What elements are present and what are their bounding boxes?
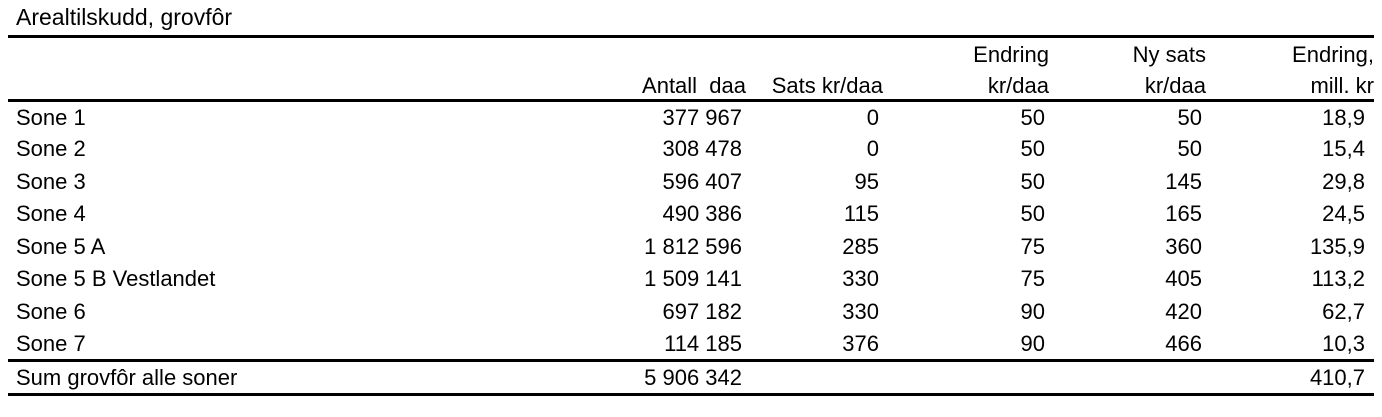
header-nysats-line1: Ny sats (1132, 42, 1206, 67)
cell-endring-mill: 62,7 (1322, 298, 1365, 324)
cell-antall-daa: 697 182 (662, 298, 742, 324)
cell-endring-mill: 135,9 (1309, 233, 1365, 259)
header-row-line1: Endring Ny sats Endring, (8, 37, 1374, 69)
cell-nysats: 466 (1165, 330, 1202, 356)
cell-zone-label: Sone 1 (16, 104, 86, 130)
header-mill-line1: Endring, (1292, 42, 1374, 67)
cell-sats: 376 (842, 330, 879, 356)
header-label-spacer (8, 37, 558, 69)
header-label-spacer (8, 68, 558, 102)
cell-endring: 50 (1020, 168, 1045, 194)
sum-nysats (1049, 359, 1206, 396)
cell-antall-daa: 1 509 141 (644, 266, 742, 292)
cell-endring: 90 (1020, 298, 1045, 324)
cell-antall-daa: 308 478 (662, 136, 742, 162)
cell-nysats: 145 (1165, 168, 1202, 194)
cell-nysats: 50 (1177, 136, 1202, 162)
cell-nysats: 50 (1177, 104, 1202, 130)
cell-sats: 0 (866, 104, 879, 130)
cell-endring: 50 (1020, 201, 1045, 227)
table-row-sone-5b: Sone 5 B Vestlandet 1 509 141 330 75 405… (8, 263, 1374, 296)
cell-sats: 330 (842, 266, 879, 292)
cell-sats: 330 (842, 298, 879, 324)
table-title: Arealtilskudd, grovfôr (16, 4, 233, 30)
cell-nysats: 165 (1165, 201, 1202, 227)
cell-nysats: 420 (1165, 298, 1202, 324)
cell-endring-mill: 10,3 (1322, 330, 1365, 356)
header-antall-daa: Antall daa (558, 68, 746, 102)
cell-antall-daa: 596 407 (662, 168, 742, 194)
cell-zone-label: Sone 7 (16, 330, 86, 356)
table-header: Endring Ny sats Endring, Antall daa Sats… (8, 37, 1374, 102)
cell-zone-label: Sone 3 (16, 168, 86, 194)
header-nysats-kr-daa: kr/daa (1049, 68, 1206, 102)
cell-endring: 75 (1020, 233, 1045, 259)
cell-sats: 285 (842, 233, 879, 259)
header-antall-line1 (558, 37, 746, 69)
sum-endring-mill: 410,7 (1206, 359, 1374, 396)
cell-endring-mill: 15,4 (1322, 136, 1365, 162)
table-row-sone-3: Sone 3 596 407 95 50 145 29,8 (8, 166, 1374, 199)
cell-endring-mill: 18,9 (1322, 104, 1365, 130)
header-sats-line1 (746, 37, 883, 69)
header-endring-kr-daa: kr/daa (883, 68, 1049, 102)
header-row-line2: Antall daa Sats kr/daa kr/daa kr/daa mil… (8, 68, 1374, 102)
cell-endring-mill: 29,8 (1322, 168, 1365, 194)
cell-zone-label: Sone 4 (16, 201, 86, 227)
sum-antall-daa: 5 906 342 (558, 359, 746, 396)
cell-zone-label: Sone 2 (16, 136, 86, 162)
cell-zone-label: Sone 5 A (16, 233, 106, 259)
cell-antall-daa: 490 386 (662, 201, 742, 227)
table-footer: Sum grovfôr alle soner 5 906 342 410,7 (8, 359, 1374, 396)
sum-row-label: Sum grovfôr alle soner (8, 359, 558, 396)
sum-sats (746, 359, 883, 396)
table-row-sone-5a: Sone 5 A 1 812 596 285 75 360 135,9 (8, 231, 1374, 264)
cell-antall-daa: 1 812 596 (644, 233, 742, 259)
table-row-sone-2: Sone 2 308 478 0 50 50 15,4 (8, 133, 1374, 166)
table-row-sone-4: Sone 4 490 386 115 50 165 24,5 (8, 198, 1374, 231)
cell-endring: 50 (1020, 104, 1045, 130)
cell-antall-daa: 114 185 (664, 330, 742, 356)
sum-endring (883, 359, 1049, 396)
cell-zone-label: Sone 5 B Vestlandet (16, 266, 216, 292)
cell-nysats: 405 (1165, 266, 1202, 292)
cell-endring-mill: 113,2 (1311, 266, 1365, 292)
cell-antall-daa: 377 967 (662, 104, 742, 130)
cell-endring: 90 (1020, 330, 1045, 356)
table-row-sone-1: Sone 1 377 967 0 50 50 18,9 (8, 101, 1374, 134)
sum-row: Sum grovfôr alle soner 5 906 342 410,7 (8, 359, 1374, 396)
cell-nysats: 360 (1165, 233, 1202, 259)
cell-endring-mill: 24,5 (1322, 201, 1365, 227)
cell-sats: 115 (843, 201, 879, 227)
cell-sats: 95 (854, 168, 879, 194)
header-sats-kr-daa: Sats kr/daa (746, 68, 883, 102)
cell-endring: 75 (1020, 266, 1045, 292)
cell-sats: 0 (866, 136, 879, 162)
subsidy-table: Endring Ny sats Endring, Antall daa Sats… (8, 35, 1374, 396)
cell-endring: 50 (1020, 136, 1045, 162)
header-endring-line1: Endring (973, 42, 1049, 67)
table-body: Sone 1 377 967 0 50 50 18,9 Sone 2 308 4… (8, 101, 1374, 361)
table-row-sone-6: Sone 6 697 182 330 90 420 62,7 (8, 296, 1374, 329)
cell-zone-label: Sone 6 (16, 298, 86, 324)
header-endring-mill-kr: mill. kr (1206, 68, 1374, 102)
table-row-sone-7: Sone 7 114 185 376 90 466 10,3 (8, 328, 1374, 361)
